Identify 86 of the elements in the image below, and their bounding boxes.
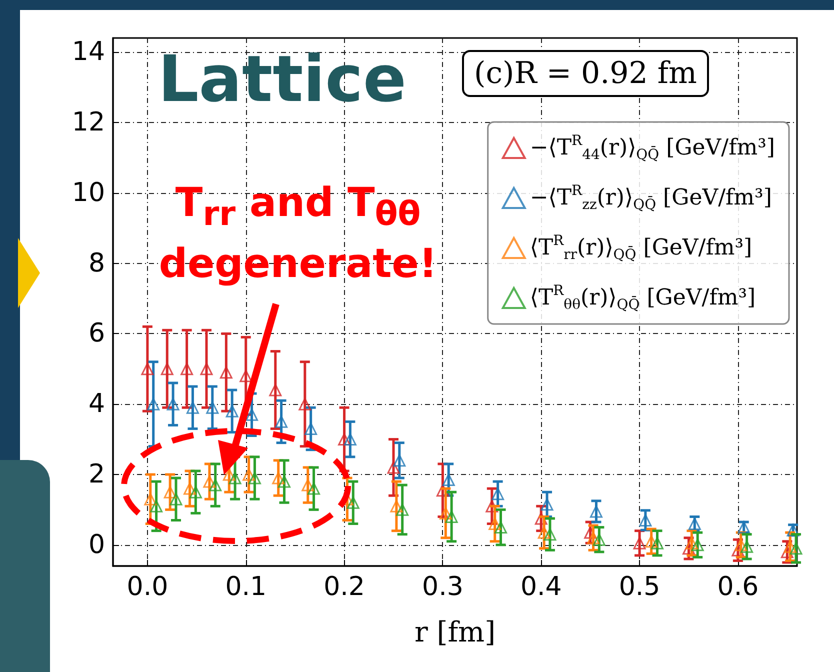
x-tick-label: 0.2 — [324, 572, 365, 602]
y-tick-label: 0 — [88, 530, 105, 560]
x-tick-label: 0.0 — [126, 572, 168, 602]
point — [160, 362, 174, 376]
point — [180, 362, 194, 376]
point — [393, 454, 406, 467]
point — [302, 478, 314, 492]
y-tick-label: 6 — [88, 318, 105, 349]
point — [170, 492, 182, 506]
point — [790, 542, 802, 555]
point — [639, 514, 652, 526]
point — [222, 468, 236, 481]
point — [732, 544, 744, 556]
point — [206, 401, 219, 414]
y-tick-label: 8 — [88, 248, 105, 278]
point — [740, 540, 754, 553]
annotation: (c)R = 0.92 fm — [462, 50, 709, 97]
point — [538, 526, 550, 539]
point — [436, 484, 449, 497]
point — [442, 474, 455, 486]
point — [308, 482, 320, 495]
point — [396, 503, 409, 516]
annotation: Lattice — [158, 43, 406, 117]
point — [275, 415, 288, 428]
point — [486, 500, 498, 512]
point — [344, 433, 356, 446]
point — [164, 486, 176, 498]
point — [587, 532, 600, 544]
point — [685, 536, 698, 550]
point — [492, 488, 504, 500]
point — [494, 521, 508, 534]
point — [203, 475, 216, 488]
point — [584, 526, 597, 539]
point — [544, 528, 556, 541]
x-tick-label: 0.1 — [225, 572, 267, 602]
point — [304, 422, 318, 435]
y-tick-label: 10 — [72, 178, 105, 208]
point — [298, 398, 312, 410]
point — [189, 486, 202, 498]
point — [147, 398, 160, 410]
point — [540, 498, 554, 511]
point — [387, 461, 400, 474]
point — [691, 538, 704, 552]
y-tick-label: 14 — [72, 37, 105, 68]
point — [209, 478, 222, 492]
y-tick-label: 2 — [88, 459, 105, 490]
x-tick-label: 0.6 — [717, 572, 759, 602]
point — [269, 384, 282, 396]
point — [488, 518, 502, 530]
y-tick-label: 12 — [72, 107, 105, 138]
point — [445, 510, 458, 523]
point — [200, 362, 213, 376]
x-tick-label: 0.3 — [422, 572, 464, 602]
point — [272, 472, 285, 484]
point — [645, 535, 658, 548]
x-tick-label: 0.5 — [618, 572, 660, 602]
point — [242, 468, 256, 481]
point — [688, 518, 701, 530]
point — [784, 540, 796, 553]
point — [590, 505, 602, 518]
annotation: T$_{rr}$ and T$_{θθ}$ degenerate! — [158, 179, 438, 289]
point — [166, 398, 180, 410]
point — [682, 542, 695, 555]
point — [439, 506, 452, 520]
point — [780, 546, 794, 558]
x-tick-label: 0.4 — [520, 572, 562, 602]
point — [734, 538, 748, 552]
point — [592, 533, 606, 546]
point — [184, 482, 196, 495]
point — [226, 404, 238, 418]
point — [144, 492, 157, 506]
point — [633, 536, 646, 550]
point — [278, 475, 290, 488]
point — [248, 472, 261, 484]
point — [220, 366, 232, 379]
point — [534, 512, 548, 525]
point — [346, 496, 360, 509]
x-axis-title: r [fm] — [414, 616, 496, 648]
point — [338, 433, 351, 446]
point — [228, 472, 242, 484]
point — [150, 500, 163, 512]
y-tick-label: 4 — [88, 389, 105, 420]
point — [186, 401, 199, 414]
point — [240, 370, 252, 382]
point — [141, 362, 154, 376]
point — [390, 500, 403, 512]
